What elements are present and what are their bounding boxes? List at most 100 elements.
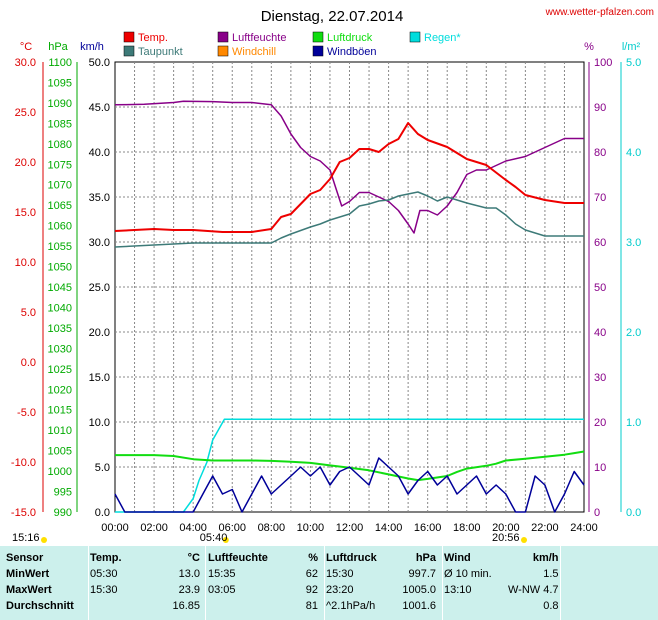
series-line-temp [114,122,584,233]
stats-cell: 13.0 [178,568,200,580]
y-tick-label-speed_kmh: 35.0 [89,192,110,204]
x-tick-label: 04:00 [179,522,207,534]
y-tick-label-pressure_hpa: 1005 [48,446,72,458]
y-tick-label-speed_kmh: 5.0 [95,462,110,474]
y-tick-label-pressure_hpa: 990 [54,507,72,519]
stats-header-sensor: Sensor [6,552,44,564]
stats-cell: 0.8 [543,600,559,612]
unit-speed: km/h [80,41,104,53]
unit-temp: °C [20,41,32,53]
legend-label-humidity: Luftfeuchte [232,32,286,44]
stats-column-divider [88,546,89,620]
y-tick-label-pressure_hpa: 1060 [48,221,72,233]
y-tick-label-temp_c: 15.0 [15,207,36,219]
y-tick-label-temp_c: 0.0 [21,357,36,369]
stats-cell [88,598,142,614]
axes: 00:00 02:00 04:00 06:00 08:00 10:00 12:00 14:00… [11,57,641,534]
y-tick-label-speed_kmh: 50.0 [89,57,110,69]
stats-header-pressure: Luftdruck [326,552,377,564]
y-tick-label-pressure_hpa: 1065 [48,200,72,212]
stats-row-label: MinWert [6,568,50,580]
stats-panel: Sensor Temp. °C Luftfeuchte % Luftdruck … [0,543,658,620]
y-tick-label-humidity_pct: 100 [594,57,612,69]
y-tick-label-temp_c: 30.0 [15,57,36,69]
stats-header-wind: Wind [444,552,471,564]
stats-column-divider [442,546,443,620]
y-tick-label-pressure_hpa: 1045 [48,282,72,294]
y-tick-label-humidity_pct: 40 [594,327,606,339]
y-tick-label-temp_c: -15.0 [11,507,36,519]
stats-divider [0,543,658,546]
unit-rain: l/m² [622,41,641,53]
site-url[interactable]: www.wetter-pfalzen.com [545,7,654,18]
grid [115,62,584,512]
stats-table: Sensor Temp. °C Luftfeuchte % Luftdruck … [4,550,561,614]
x-tick-label: 12:00 [336,522,364,534]
y-tick-label-temp_c: 5.0 [21,307,36,319]
y-tick-label-rain_lm2: 5.0 [626,57,641,69]
stats-cell: 23.9 [178,584,200,596]
sun-marker-icon [521,537,528,543]
stats-header-temp-unit: °C [187,552,200,564]
y-tick-label-temp_c: 20.0 [15,157,36,169]
legend-swatch-pressure [312,31,324,43]
x-tick-label: 00:00 [101,522,129,534]
stats-header-pressure-unit: hPa [415,552,436,564]
legend-label-rain: Regen* [424,32,461,44]
stats-cell: W-NW 4.7 [508,584,559,596]
legend-swatch-gust [312,45,324,57]
y-tick-label-pressure_hpa: 1055 [48,241,72,253]
y-tick-label-pressure_hpa: 1030 [48,343,72,355]
legend-swatch-dewpoint [123,45,135,57]
stats-row-label: MaxWert [6,584,52,596]
series-layer [114,100,585,513]
x-tick-label: 18:00 [453,522,481,534]
unit-pressure: hPa [48,41,68,53]
sun-marker-icon [41,537,47,543]
y-tick-label-humidity_pct: 50 [594,282,606,294]
stats-cell: 13:10 [444,584,472,596]
stats-cell: 03:05 [208,584,236,596]
y-tick-label-pressure_hpa: 1080 [48,139,72,151]
y-tick-label-humidity_pct: 20 [594,417,606,429]
y-tick-label-pressure_hpa: 1090 [48,98,72,110]
stats-row-min: MinWert 05:30 13.0 15:35 62 15:30 997.7 … [4,566,561,582]
stats-cell: 1.5 [543,568,559,580]
stats-column-divider [324,546,325,620]
y-tick-label-temp_c: 10.0 [15,257,36,269]
y-tick-label-pressure_hpa: 1010 [48,425,72,437]
legend-label-pressure: Luftdruck [327,32,373,44]
y-tick-label-pressure_hpa: 1040 [48,302,72,314]
y-tick-label-speed_kmh: 15.0 [89,372,110,384]
y-tick-label-rain_lm2: 1.0 [626,417,641,429]
sun-marker-label: 20:56 [492,532,520,544]
stats-column-divider [560,546,561,620]
legend-label-gust: Windböen [327,46,377,58]
stats-cell [438,598,506,614]
stats-header-wind-unit: km/h [532,552,559,564]
legend: Temp. Luftfeuchte Luftdruck Regen* Taupunkt W… [123,31,461,58]
stats-cell: 62 [305,568,318,580]
y-tick-label-humidity_pct: 0 [594,507,600,519]
x-tick-label: 02:00 [140,522,168,534]
y-tick-label-speed_kmh: 10.0 [89,417,110,429]
y-tick-label-speed_kmh: 40.0 [89,147,110,159]
y-tick-label-rain_lm2: 3.0 [626,237,641,249]
stats-cell: ^2.1hPa/h [326,600,376,612]
stats-cell: Ø 10 min. [444,568,492,580]
stats-cell: 15:30 [326,568,354,580]
stats-row-max: MaxWert 15:30 23.9 03:05 92 23:20 1005.0… [4,582,561,598]
y-tick-label-speed_kmh: 20.0 [89,327,110,339]
y-tick-label-humidity_pct: 80 [594,147,606,159]
sun-markers: 15:16 05:40 20:56 [12,532,528,544]
stats-header-humidity-unit: % [308,552,318,564]
y-tick-label-pressure_hpa: 1035 [48,323,72,335]
y-tick-label-speed_kmh: 0.0 [95,507,110,519]
y-tick-label-pressure_hpa: 1075 [48,159,72,171]
y-tick-label-temp_c: 25.0 [15,107,36,119]
y-tick-label-rain_lm2: 4.0 [626,147,641,159]
unit-humidity: % [584,41,594,53]
y-tick-label-pressure_hpa: 1085 [48,118,72,130]
y-tick-label-pressure_hpa: 995 [54,487,72,499]
stats-cell: 15:35 [208,568,236,580]
